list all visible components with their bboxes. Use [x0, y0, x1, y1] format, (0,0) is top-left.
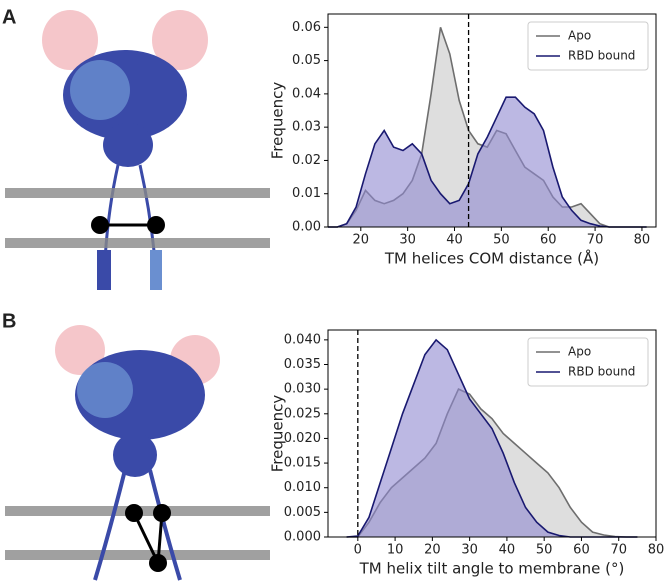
- x-axis-label: TM helix tilt angle to membrane (°): [359, 560, 625, 578]
- y-tick-label: 0.030: [284, 382, 321, 397]
- panel-label: A: [2, 6, 16, 28]
- y-tick-label: 0.005: [284, 505, 321, 520]
- y-tick-label: 0.025: [284, 406, 321, 421]
- x-tick-label: 50: [536, 543, 553, 558]
- line: [328, 96, 647, 228]
- structure-a: [5, 10, 270, 290]
- x-tick-label: 30: [461, 543, 478, 558]
- x-axis-label: TM helices COM distance (Å): [384, 249, 599, 268]
- y-tick-label: 0.04: [292, 86, 321, 101]
- legend-label: Apo: [568, 345, 591, 359]
- y-tick-label: 0.035: [284, 357, 321, 372]
- axes-frame: [327, 13, 657, 228]
- x-tick-label: 80: [648, 543, 664, 558]
- y-tick-label: 0.01: [292, 186, 321, 201]
- panel-label: B: [2, 310, 16, 332]
- y-tick-label: 0.040: [284, 332, 321, 347]
- y-tick-label: 0.00: [292, 220, 321, 235]
- x-tick-label: 50: [493, 233, 510, 248]
- structure-b: [5, 325, 270, 581]
- x-tick-label: 20: [424, 543, 441, 558]
- x-tick-label: 30: [399, 233, 416, 248]
- legend-box: [527, 337, 649, 387]
- x-tick-label: 70: [610, 543, 627, 558]
- y-tick-label: 0.06: [292, 20, 321, 35]
- legend-box: [527, 21, 649, 71]
- x-tick-label: 20: [353, 233, 370, 248]
- x-tick-label: 40: [446, 233, 463, 248]
- legend-label: RBD bound: [568, 365, 635, 379]
- y-tick-label: 0.010: [284, 480, 321, 495]
- axes-frame: [327, 329, 657, 538]
- y-axis-label: Frequency: [269, 82, 287, 160]
- y-axis-label: Frequency: [269, 395, 287, 473]
- legend-label: Apo: [568, 29, 591, 43]
- y-tick-label: 0.03: [292, 120, 321, 135]
- area-fill: [328, 97, 647, 227]
- x-tick-label: 70: [587, 233, 604, 248]
- x-tick-label: 0: [354, 543, 362, 558]
- y-tick-label: 0.015: [284, 456, 321, 471]
- y-tick-label: 0.02: [292, 153, 321, 168]
- x-tick-label: 60: [540, 233, 557, 248]
- legend-label: RBD bound: [568, 49, 635, 63]
- y-tick-label: 0.000: [284, 530, 321, 545]
- x-tick-label: 10: [387, 543, 404, 558]
- x-tick-label: 40: [499, 543, 516, 558]
- y-tick-label: 0.05: [292, 53, 321, 68]
- x-tick-label: 80: [634, 233, 651, 248]
- area-fill: [346, 339, 638, 537]
- x-tick-label: 60: [573, 543, 590, 558]
- y-tick-label: 0.020: [284, 431, 321, 446]
